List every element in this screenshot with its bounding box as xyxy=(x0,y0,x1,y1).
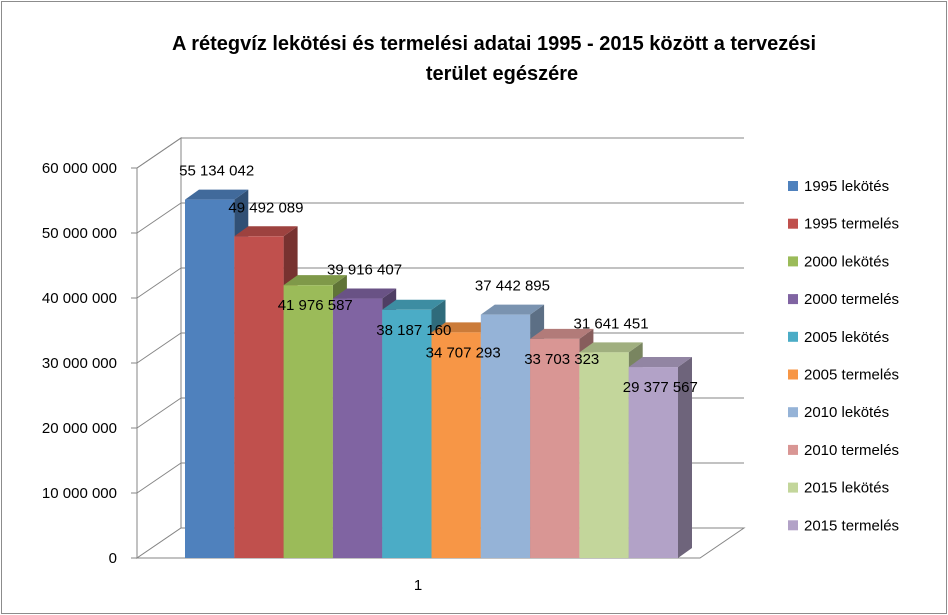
y-tick-label: 30 000 000 xyxy=(42,355,117,372)
bar-front xyxy=(185,199,235,558)
legend-swatch xyxy=(788,369,798,380)
legend-item: 2000 lekötés xyxy=(788,253,889,270)
gridline-side xyxy=(136,202,182,234)
legend-item: 2010 lekötés xyxy=(788,404,889,421)
y-tick-label: 0 xyxy=(109,550,117,567)
x-axis: 1 xyxy=(414,577,422,594)
bar-top xyxy=(283,275,347,286)
bar-front xyxy=(382,309,432,558)
bar-top xyxy=(234,226,298,237)
data-label: 49 492 089 xyxy=(228,199,303,216)
gridline-side xyxy=(136,397,182,429)
legend-swatch xyxy=(788,407,798,418)
bar-front xyxy=(234,236,284,558)
legend-swatch xyxy=(788,218,798,229)
x-category-label: 1 xyxy=(414,577,422,594)
chart-title-line-2: terület egészére xyxy=(426,63,578,85)
bar-front xyxy=(628,367,678,558)
data-label: 29 377 567 xyxy=(623,379,698,396)
gridline-side xyxy=(136,137,182,169)
data-label: 55 134 042 xyxy=(179,163,254,180)
legend-swatch xyxy=(788,444,798,455)
data-label: 37 442 895 xyxy=(475,278,550,295)
legend-item: 2005 termelés xyxy=(788,367,899,384)
legend-swatch xyxy=(788,482,798,493)
legend-label: 2000 lekötés xyxy=(804,253,889,270)
legend-item: 2010 termelés xyxy=(788,442,899,459)
chart-title-line-1: A rétegvíz lekötési és termelési adatai … xyxy=(172,33,816,55)
legend-label: 2000 termelés xyxy=(804,291,899,308)
legend-label: 2005 termelés xyxy=(804,367,899,384)
y-tick-label: 10 000 000 xyxy=(42,485,117,502)
data-label: 31 641 451 xyxy=(574,315,649,332)
legend-item: 2005 lekötés xyxy=(788,329,889,346)
y-tick-label: 50 000 000 xyxy=(42,225,117,242)
data-label: 38 187 160 xyxy=(376,322,451,339)
data-label: 34 707 293 xyxy=(426,344,501,361)
bar-top xyxy=(530,328,594,339)
gridline-side xyxy=(136,332,182,364)
bar-top xyxy=(185,189,249,200)
data-labels: 55 134 042 49 492 089 41 976 587 39 916 407… xyxy=(179,163,698,396)
bar-front xyxy=(431,332,481,558)
bar-front xyxy=(480,314,531,558)
y-tick-label: 20 000 000 xyxy=(42,420,117,437)
data-label: 39 916 407 xyxy=(327,262,402,279)
legend-label: 2005 lekötés xyxy=(804,329,889,346)
bar-front xyxy=(283,285,333,558)
y-tick-label: 40 000 000 xyxy=(42,290,117,307)
bars xyxy=(185,189,692,558)
legend-item: 1995 lekötés xyxy=(788,178,889,195)
bar-top xyxy=(628,357,692,368)
legend-swatch xyxy=(788,520,798,531)
legend-item: 2015 termelés xyxy=(788,517,899,534)
bar xyxy=(530,328,594,558)
legend-item: 2000 termelés xyxy=(788,291,899,308)
bar-top xyxy=(332,288,397,299)
legend: 1995 lekötés 1995 termelés 2000 lekötés 200… xyxy=(788,178,899,534)
legend-item: 2015 lekötés xyxy=(788,480,889,497)
chart-title: A rétegvíz lekötési és termelési adatai … xyxy=(172,33,816,85)
legend-label: 2015 lekötés xyxy=(804,480,889,497)
legend-label: 1995 lekötés xyxy=(804,178,889,195)
bar-top xyxy=(431,322,495,333)
legend-item: 1995 termelés xyxy=(788,216,899,233)
data-label: 33 703 323 xyxy=(524,351,599,368)
bar-side xyxy=(678,357,692,558)
bar-top xyxy=(579,342,643,353)
legend-label: 2010 lekötés xyxy=(804,404,889,421)
y-tick-label: 60 000 000 xyxy=(42,160,117,177)
bar-top xyxy=(480,304,545,315)
y-axis: 0 10 000 000 20 000 000 30 000 000 40 000 00… xyxy=(42,160,138,567)
bar-front xyxy=(530,338,580,558)
legend-swatch xyxy=(788,181,798,191)
gridline-side xyxy=(136,462,182,494)
bar-front xyxy=(579,352,629,558)
legend-label: 1995 termelés xyxy=(804,216,899,233)
legend-swatch xyxy=(788,256,798,267)
data-label: 41 976 587 xyxy=(278,297,353,314)
legend-swatch xyxy=(788,294,798,305)
gridline-side xyxy=(136,267,182,299)
legend-label: 2015 termelés xyxy=(804,517,899,534)
legend-swatch xyxy=(788,331,798,342)
legend-label: 2010 termelés xyxy=(804,442,899,459)
bar-front xyxy=(332,298,383,558)
bar xyxy=(628,357,692,558)
bar-top xyxy=(382,299,446,310)
